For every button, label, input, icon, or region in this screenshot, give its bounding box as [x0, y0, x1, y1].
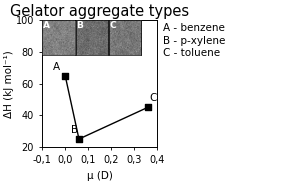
Y-axis label: ΔH (kJ mol⁻¹): ΔH (kJ mol⁻¹): [4, 50, 14, 117]
Title: Gelator aggregate types: Gelator aggregate types: [10, 4, 189, 19]
Legend: A - benzene, B - p-xylene, C - toluene: A - benzene, B - p-xylene, C - toluene: [163, 23, 226, 58]
Text: C: C: [150, 93, 157, 103]
X-axis label: μ (D): μ (D): [87, 171, 112, 181]
Text: A: A: [53, 62, 60, 72]
Point: [76, 138, 81, 141]
Point: [63, 74, 68, 77]
Point: [146, 106, 150, 109]
Text: B: B: [71, 125, 78, 135]
